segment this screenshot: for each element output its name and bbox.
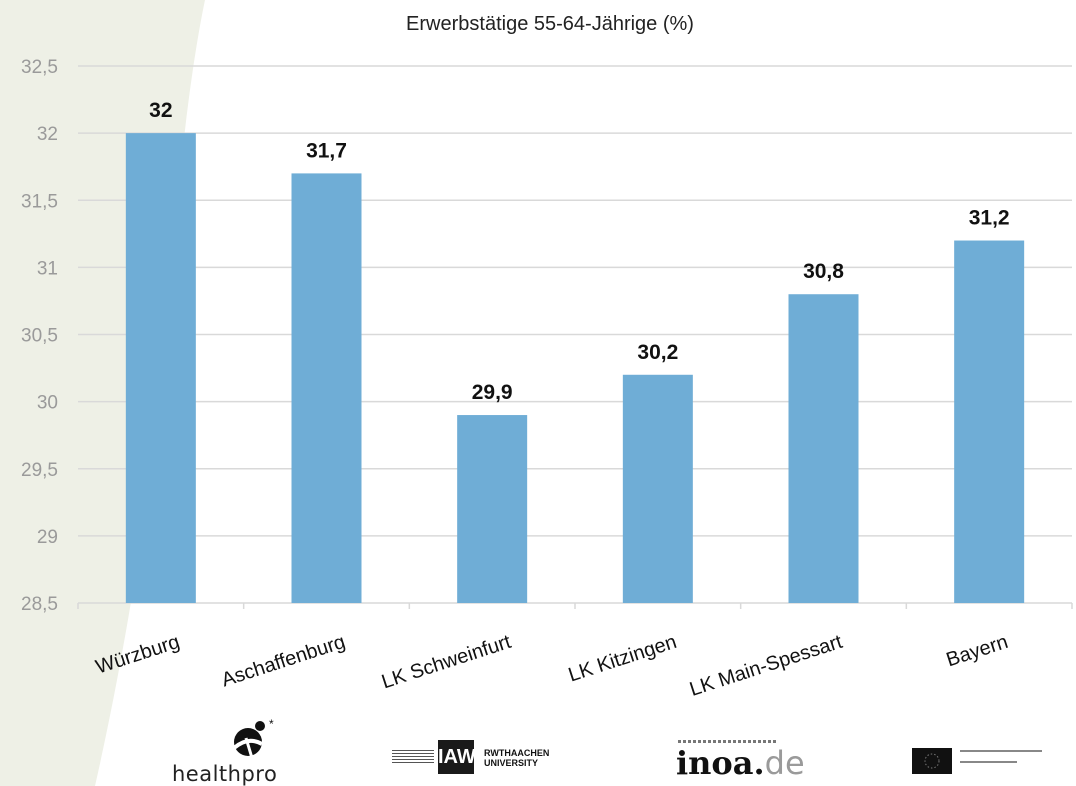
y-tick-label: 32,5 — [21, 57, 58, 78]
iaw-mark: IAW — [438, 740, 476, 774]
iaw-text-lines — [392, 750, 434, 764]
y-axis: 28,5 29 29,5 30 30,5 31 31,5 32 32,5 — [21, 57, 58, 615]
bar — [291, 173, 362, 603]
x-tick-label: LK Kitzingen — [566, 631, 680, 687]
data-label: 31,2 — [969, 207, 1010, 230]
bars — [125, 133, 1025, 603]
y-tick-label: 30,5 — [21, 326, 58, 347]
bar — [622, 374, 693, 603]
bar — [125, 133, 196, 603]
eu-flag-icon — [912, 748, 952, 774]
x-tick-label: Bayern — [944, 631, 1011, 672]
inoa-logo: inoa.de — [676, 740, 816, 782]
y-tick-label: 30 — [37, 393, 58, 414]
x-tick-label: LK Schweinfurt — [379, 631, 514, 694]
healthpro-logo: * healthpro — [168, 718, 288, 786]
bar — [457, 415, 528, 603]
inoa-tagline-lines — [678, 740, 778, 743]
y-tick-label: 29,5 — [21, 460, 58, 481]
data-label: 29,9 — [472, 381, 513, 404]
data-label: 30,8 — [803, 260, 844, 283]
data-label: 31,7 — [306, 139, 347, 162]
y-tick-label: 29 — [37, 527, 58, 548]
logo-strip: * healthpro IAW RWTHAACHEN UNIVERSITY in… — [0, 700, 1076, 786]
y-tick-label: 32 — [37, 124, 58, 145]
iaw-rwth-logo: IAW RWTHAACHEN UNIVERSITY — [392, 740, 562, 778]
bar — [788, 294, 859, 603]
bar-chart: Erwerbstätige 55-64-Jährige (%) 28,5 29 29… — [21, 13, 1073, 700]
healthpro-figure-icon: * — [232, 718, 274, 759]
svg-text:*: * — [269, 718, 274, 731]
x-axis: Würzburg Aschaffenburg LK Schweinfurt LK Ki… — [77, 603, 1073, 700]
eu-logo — [912, 748, 1052, 778]
eu-text-lines — [960, 750, 1042, 774]
x-tick-label: LK Main-Spessart — [687, 631, 845, 700]
inoa-tld: de — [764, 744, 805, 782]
x-tick-label: Aschaffenburg — [219, 631, 348, 692]
healthpro-wordmark: healthpro — [172, 762, 278, 786]
data-label: 30,2 — [637, 341, 678, 364]
y-tick-label: 31 — [37, 258, 58, 279]
inoa-wordmark: inoa. — [676, 744, 765, 782]
chart-title: Erwerbstätige 55-64-Jährige (%) — [406, 13, 694, 35]
data-labels: 32 31,7 29,9 30,2 30,8 31,2 — [149, 99, 1009, 404]
gridlines — [78, 65, 1072, 604]
data-label: 32 — [149, 99, 172, 122]
x-tick-label: Würzburg — [93, 631, 182, 679]
y-tick-label: 28,5 — [21, 594, 58, 615]
bar — [954, 240, 1025, 603]
y-tick-label: 31,5 — [21, 191, 58, 212]
rwth-wordmark: RWTHAACHEN UNIVERSITY — [484, 748, 550, 768]
